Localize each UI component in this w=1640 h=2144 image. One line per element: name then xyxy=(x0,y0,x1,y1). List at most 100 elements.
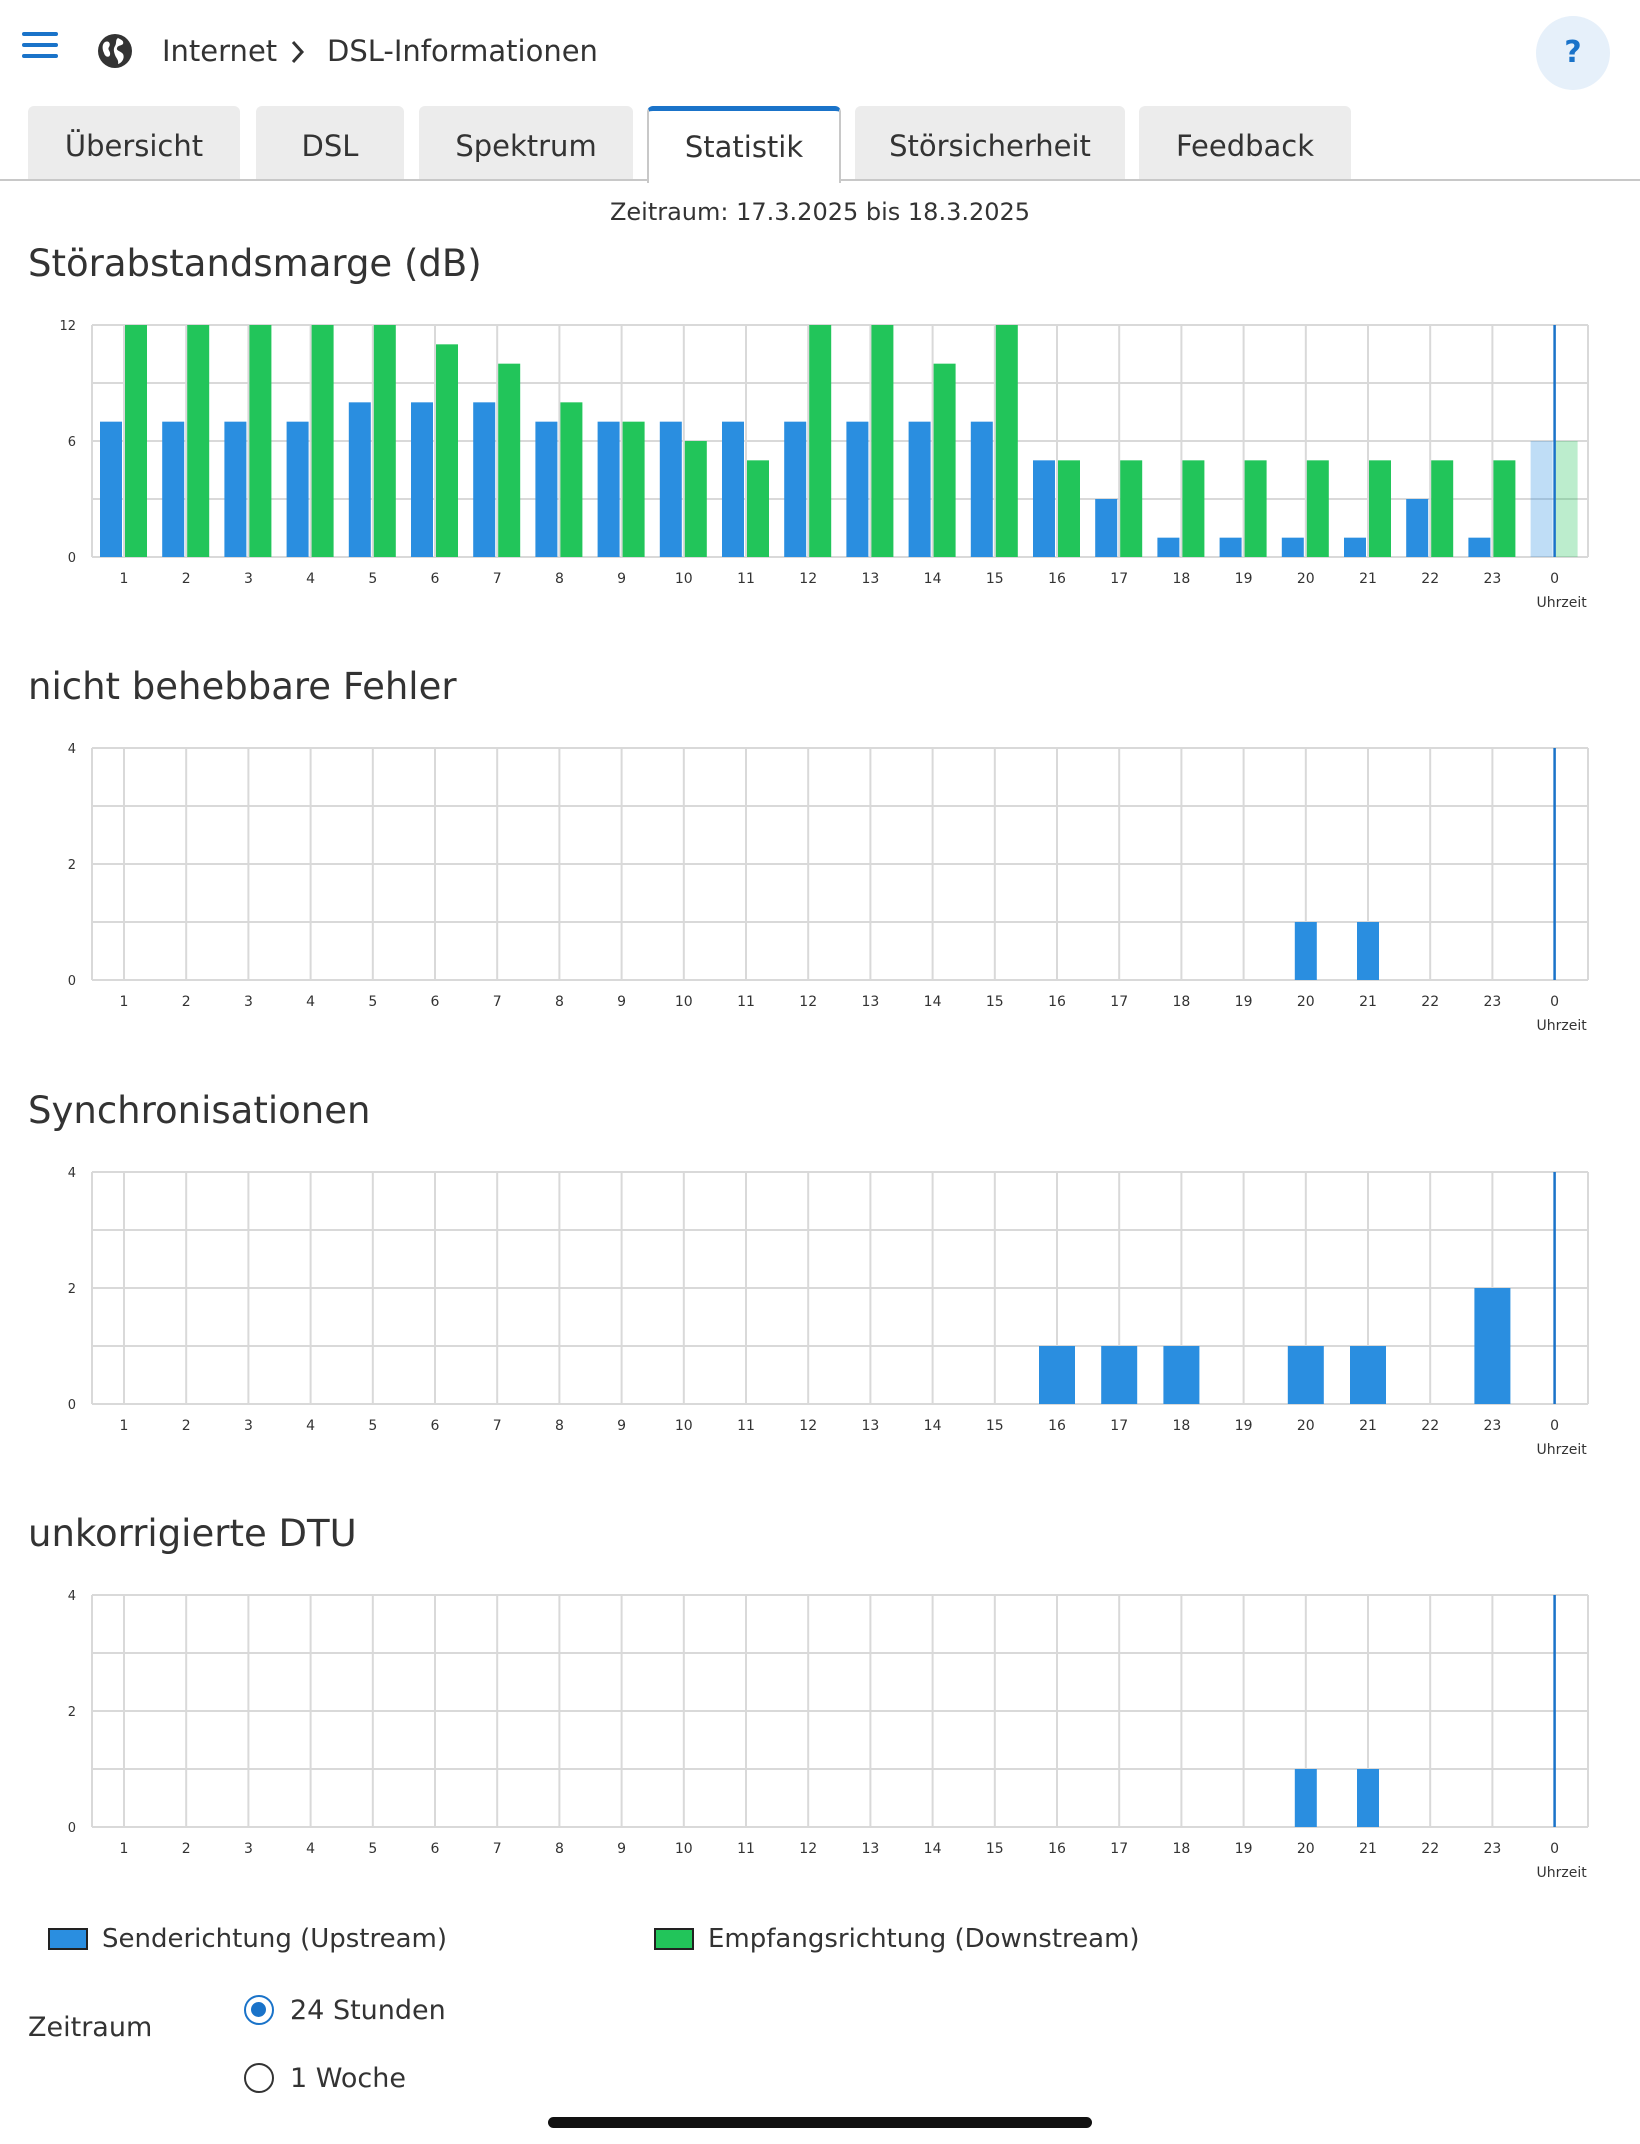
bar-upstream xyxy=(970,421,993,557)
bar-upstream xyxy=(659,421,682,557)
x-tick-label: 22 xyxy=(1421,1841,1439,1857)
x-tick-label: 0 xyxy=(1550,1841,1559,1857)
bar-upstream xyxy=(1287,1346,1324,1404)
x-tick-label: 18 xyxy=(1172,994,1190,1010)
x-tick-label: 12 xyxy=(799,571,817,587)
tab-uebersicht[interactable]: Übersicht xyxy=(28,106,240,179)
bar-upstream xyxy=(162,421,185,557)
legend-downstream: Empfangsrichtung (Downstream) xyxy=(654,1924,1140,1954)
x-tick-label: 17 xyxy=(1110,1418,1128,1434)
bar-upstream xyxy=(846,421,869,557)
x-tick-label: 15 xyxy=(986,994,1004,1010)
radio-24-stunden-label: 24 Stunden xyxy=(290,1995,446,2026)
bar-downstream xyxy=(933,363,956,557)
x-tick-label: 6 xyxy=(431,994,440,1010)
bar-downstream xyxy=(125,325,147,557)
x-tick-label: 5 xyxy=(368,1841,377,1857)
y-tick-label: 2 xyxy=(68,858,76,873)
y-tick-label: 0 xyxy=(68,1398,76,1413)
help-button[interactable]: ? xyxy=(1536,16,1610,90)
bar-upstream xyxy=(1474,1288,1511,1404)
x-tick-label: 21 xyxy=(1359,571,1377,587)
bar-upstream xyxy=(1530,441,1553,557)
bar-downstream xyxy=(809,325,832,557)
x-tick-label: 9 xyxy=(617,1418,626,1434)
bar-downstream xyxy=(1369,460,1391,557)
bar-downstream xyxy=(1555,441,1578,557)
bar-upstream xyxy=(1281,537,1304,557)
globe-icon xyxy=(98,34,132,68)
x-tick-label: 15 xyxy=(986,1841,1004,1857)
tab-feedback[interactable]: Feedback xyxy=(1139,106,1351,179)
radio-1-woche[interactable]: 1 Woche xyxy=(244,2063,406,2094)
chart-title-stoerabstandsmarge: Störabstandsmarge (dB) xyxy=(28,242,482,285)
x-tick-label: 17 xyxy=(1110,1841,1128,1857)
y-tick-label: 0 xyxy=(68,974,76,989)
hamburger-menu-icon[interactable] xyxy=(22,32,58,62)
tab-dsl[interactable]: DSL xyxy=(256,106,404,179)
bar-downstream xyxy=(560,402,583,557)
bar-upstream xyxy=(348,402,371,557)
bar-downstream xyxy=(249,325,272,557)
x-tick-label: 22 xyxy=(1421,571,1439,587)
x-tick-label: 23 xyxy=(1483,571,1501,587)
x-tick-label: 16 xyxy=(1048,1841,1066,1857)
x-tick-label: 2 xyxy=(182,1841,191,1857)
x-tick-label: 3 xyxy=(244,994,253,1010)
tab-statistik[interactable]: Statistik xyxy=(647,106,841,183)
y-tick-label: 6 xyxy=(68,435,76,450)
x-tick-label: 9 xyxy=(617,1841,626,1857)
bar-upstream xyxy=(535,421,558,557)
x-axis-label: Uhrzeit xyxy=(1536,595,1587,611)
x-tick-label: 13 xyxy=(861,994,879,1010)
x-tick-label: 6 xyxy=(431,571,440,587)
x-tick-label: 0 xyxy=(1550,994,1559,1010)
radio-unchecked-icon[interactable] xyxy=(244,2063,274,2093)
bar-upstream xyxy=(473,402,496,557)
x-tick-label: 19 xyxy=(1235,1418,1253,1434)
y-tick-label: 4 xyxy=(68,742,76,757)
x-tick-label: 20 xyxy=(1297,1841,1315,1857)
radio-24-stunden[interactable]: 24 Stunden xyxy=(244,1995,446,2026)
bar-upstream xyxy=(1468,537,1491,557)
x-tick-label: 20 xyxy=(1297,1418,1315,1434)
x-tick-label: 4 xyxy=(306,571,315,587)
bar-downstream xyxy=(187,325,210,557)
y-tick-label: 0 xyxy=(68,1821,76,1836)
x-tick-label: 20 xyxy=(1297,571,1315,587)
tab-stoersicherheit[interactable]: Störsicherheit xyxy=(855,106,1125,179)
x-tick-label: 21 xyxy=(1359,994,1377,1010)
legend-upstream-swatch xyxy=(48,1928,88,1950)
legend-upstream: Senderichtung (Upstream) xyxy=(48,1924,447,1954)
bar-upstream xyxy=(722,421,744,557)
x-tick-label: 4 xyxy=(306,1418,315,1434)
bar-upstream xyxy=(908,421,931,557)
bar-downstream xyxy=(871,325,894,557)
bar-upstream xyxy=(1406,499,1429,557)
x-tick-label: 23 xyxy=(1483,994,1501,1010)
x-tick-label: 14 xyxy=(924,1418,942,1434)
breadcrumb-internet[interactable]: Internet xyxy=(162,34,278,68)
bar-upstream xyxy=(1350,1346,1386,1404)
breadcrumb-dsl-informationen: DSL-Informationen xyxy=(327,34,598,68)
x-tick-label: 8 xyxy=(555,571,564,587)
x-tick-label: 5 xyxy=(368,1418,377,1434)
bar-upstream xyxy=(224,421,247,557)
tab-spektrum[interactable]: Spektrum xyxy=(419,106,633,179)
period-text: Zeitraum: 17.3.2025 bis 18.3.2025 xyxy=(609,198,1031,226)
x-tick-label: 10 xyxy=(675,1418,693,1434)
bar-downstream xyxy=(498,363,521,557)
bar-upstream xyxy=(1357,922,1379,980)
x-tick-label: 23 xyxy=(1483,1418,1501,1434)
bar-downstream xyxy=(1431,460,1454,557)
bar-upstream xyxy=(1294,1769,1317,1827)
bar-downstream xyxy=(1120,460,1143,557)
bar-downstream xyxy=(1306,460,1329,557)
bar-upstream xyxy=(1039,1346,1075,1404)
bar-upstream xyxy=(1095,499,1118,557)
y-tick-label: 12 xyxy=(59,319,76,334)
radio-checked-icon[interactable] xyxy=(244,1995,274,2025)
bar-upstream xyxy=(1101,1346,1138,1404)
x-tick-label: 16 xyxy=(1048,1418,1066,1434)
